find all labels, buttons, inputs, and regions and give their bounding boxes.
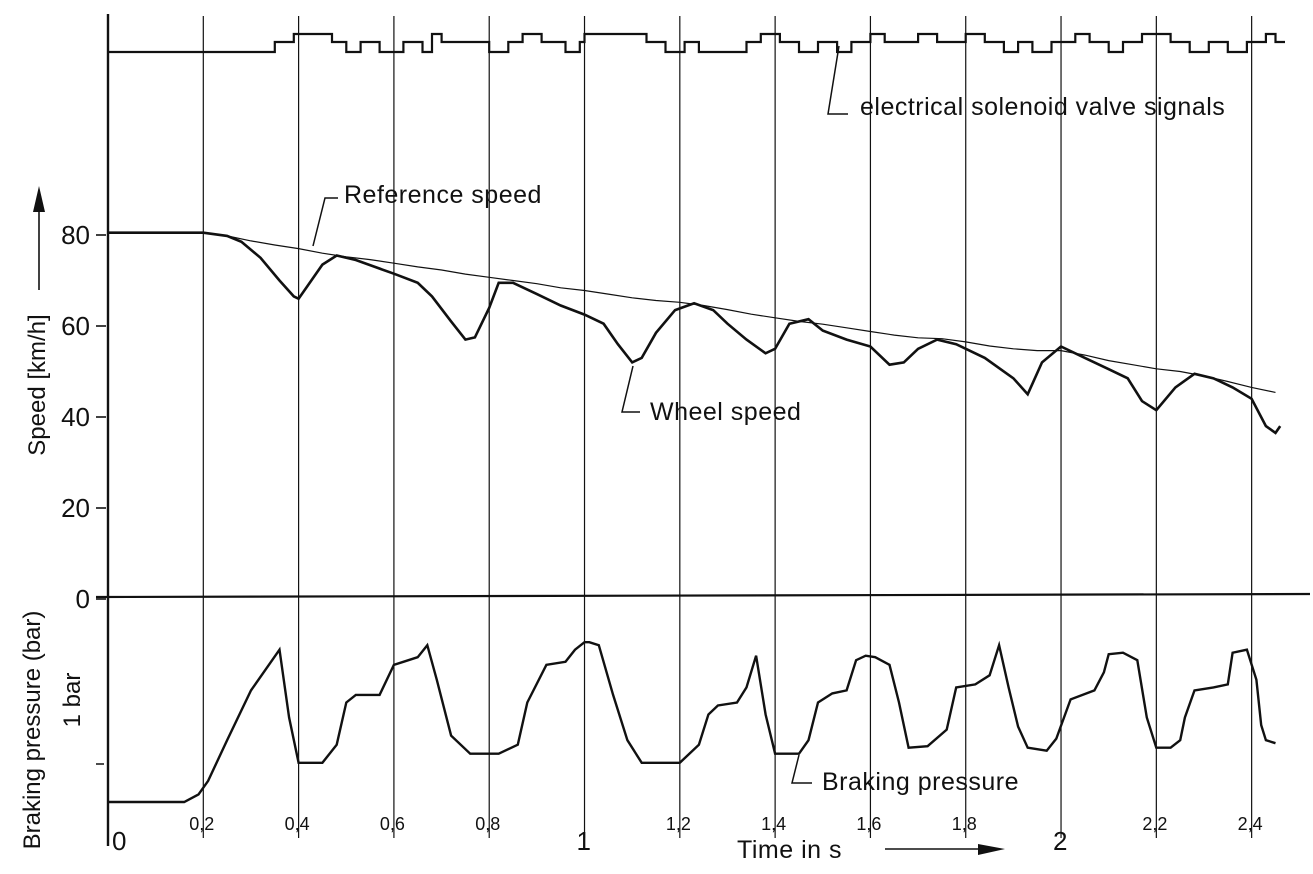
time-grid [202,16,1253,838]
x-axis-arrowhead [978,844,1005,855]
speed-ticks: 0 20 40 60 80 [61,220,106,614]
y-tick-label: 60 [61,311,90,341]
pressure-axis-label: Braking pressure (bar) [19,611,46,850]
speed-axis-arrowhead [33,186,45,212]
speed-zero-baseline [95,592,1311,599]
time-ticks: 0,2 0,4 0,6 0,8 1,2 1,4 1,6 1,8 2,2 2,4 0 1 2 [112,814,1263,856]
pressure-unit-label: 1 bar [59,673,86,728]
speed-axis-label: Speed [km/h] [24,314,51,455]
x-tick-label: 0,2 [189,814,214,834]
x-tick-label: 0,4 [285,814,310,834]
y-tick-label: 80 [61,220,90,250]
reference-speed-label: Reference speed [344,181,542,209]
y-tick-label: 20 [61,493,90,523]
x-tick-label: 0,6 [380,814,405,834]
series-valve-signals [108,32,1285,54]
pressure-leader [791,754,812,784]
valve-leader [827,45,848,115]
x-tick-label: 2 [1053,826,1067,856]
wheel-leader [621,365,640,413]
x-axis-label: Time in s [737,836,842,864]
x-tick-label: 1,8 [952,814,977,834]
y-tick-label: 40 [61,402,90,432]
valve-signals-label: electrical solenoid valve signals [860,93,1225,121]
x-tick-label: 2,2 [1142,814,1167,834]
y-tick-label: 0 [76,584,90,614]
series-wheel-speed [108,231,1282,435]
wheel-speed-label: Wheel speed [650,398,801,426]
x-tick-label: 1 [577,826,591,856]
x-tick-label: 1,6 [856,814,881,834]
reference-leader [312,197,338,247]
x-tick-label: 2,4 [1238,814,1263,834]
series-braking-pressure [108,640,1276,804]
x-tick-label: 1,4 [761,814,786,834]
series-reference-speed [108,232,1276,393]
braking-pressure-label: Braking pressure [822,768,1019,796]
x-tick-label: 0,8 [475,814,500,834]
x-tick-label: 1,2 [666,814,691,834]
x-tick-label: 0 [112,826,126,856]
